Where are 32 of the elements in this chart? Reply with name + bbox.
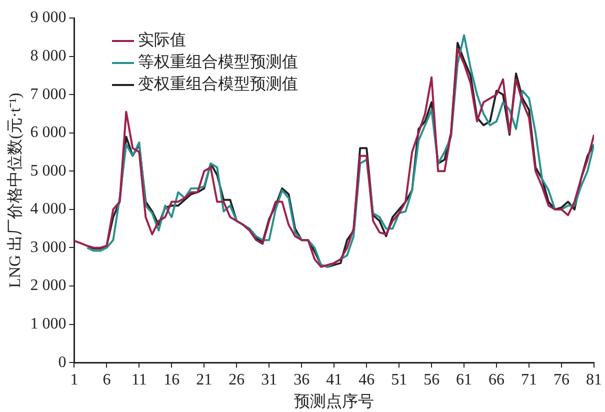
y-tick-label: 1 000	[30, 316, 66, 333]
y-tick-label: 8 000	[30, 47, 66, 64]
x-tick-label: 71	[521, 371, 538, 388]
x-tick-label: 6	[102, 371, 111, 388]
x-tick-label: 81	[586, 371, 602, 388]
y-tick-label: 7 000	[30, 86, 66, 103]
y-tick-label: 4 000	[30, 200, 66, 218]
legend-label: 等权重组合模型预测值	[138, 52, 298, 73]
y-tick-label: 6 000	[30, 124, 66, 142]
x-tick-label: 46	[358, 371, 375, 388]
x-tick-label: 36	[294, 371, 310, 388]
x-tick-label: 1	[70, 371, 78, 388]
legend-label: 实际值	[138, 30, 186, 51]
y-tick-label: 2 000	[30, 277, 66, 294]
x-tick-label: 11	[131, 371, 147, 388]
x-axis-title: 预测点序号	[294, 392, 374, 411]
y-tick-label: 0	[58, 354, 66, 371]
x-tick-label: 56	[424, 371, 440, 388]
x-tick-label: 51	[391, 371, 408, 388]
x-tick-label: 26	[228, 371, 245, 388]
x-tick-label: 76	[554, 371, 570, 388]
y-tick-label: 3 000	[30, 238, 66, 256]
x-tick-label: 66	[488, 371, 505, 388]
legend-label: 变权重组合模型预测值	[138, 74, 298, 95]
x-tick-label: 21	[196, 371, 212, 388]
x-tick-label: 31	[261, 371, 278, 388]
y-axis-title: LNG 出厂价格中位数(元·t⁻¹)	[6, 92, 24, 288]
x-tick-label: 61	[456, 371, 472, 388]
x-tick-label: 41	[326, 371, 342, 388]
x-tick-label: 16	[164, 371, 180, 388]
y-tick-label: 9 000	[30, 9, 66, 26]
y-tick-label: 5 000	[30, 162, 66, 180]
